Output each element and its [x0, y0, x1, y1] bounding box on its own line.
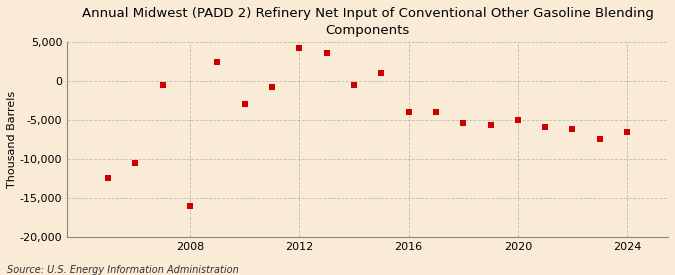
Point [458, 121, 468, 125]
Point [130, 161, 141, 165]
Point [431, 110, 441, 114]
Y-axis label: Thousand Barrels: Thousand Barrels [7, 91, 17, 188]
Point [595, 137, 605, 142]
Point [157, 83, 168, 87]
Point [567, 126, 578, 131]
Point [240, 102, 250, 107]
Point [321, 51, 332, 55]
Point [376, 71, 387, 76]
Title: Annual Midwest (PADD 2) Refinery Net Input of Conventional Other Gasoline Blendi: Annual Midwest (PADD 2) Refinery Net Inp… [82, 7, 653, 37]
Point [512, 118, 523, 122]
Point [294, 46, 304, 51]
Point [403, 110, 414, 114]
Point [540, 125, 551, 129]
Point [103, 176, 113, 181]
Point [212, 59, 223, 64]
Point [622, 130, 632, 134]
Point [185, 204, 196, 208]
Point [267, 84, 277, 89]
Point [348, 83, 359, 87]
Text: Source: U.S. Energy Information Administration: Source: U.S. Energy Information Administ… [7, 265, 238, 275]
Point [485, 123, 496, 128]
